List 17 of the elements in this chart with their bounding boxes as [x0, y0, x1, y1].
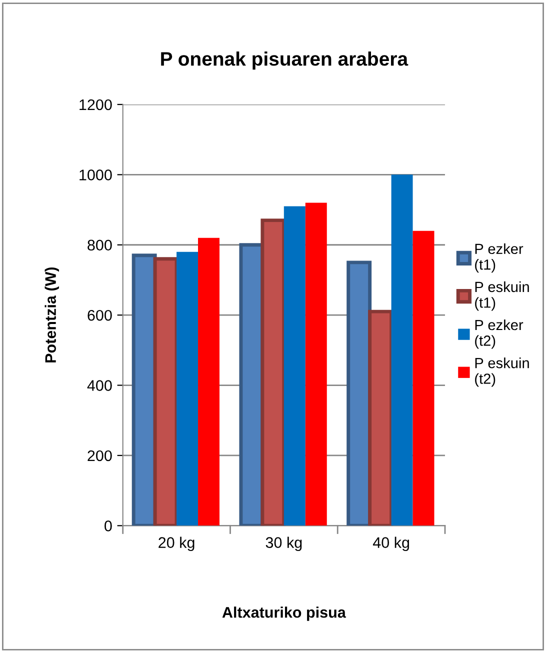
x-tick-label: 30 kg	[266, 536, 302, 552]
y-tick-label: 1200	[80, 99, 112, 110]
x-tick-label: 40 kg	[372, 536, 410, 552]
y-tick-label: 600	[88, 310, 112, 321]
chart-title: P onenak pisuaren arabera	[161, 52, 408, 70]
y-tick-label: 1000	[80, 170, 112, 180]
y-tick-label: 200	[88, 450, 112, 462]
legend-label: P eskuin (t2)	[475, 358, 529, 387]
y-axis-title: Potentzia (W)	[44, 267, 60, 362]
legend-label: P ezker (t2)	[475, 319, 524, 349]
x-tick-label: 20 kg	[158, 536, 194, 552]
y-tick-label: 800	[88, 240, 112, 251]
x-axis-title: Altxaturiko pisua	[222, 606, 346, 621]
y-tick-label: 400	[87, 380, 112, 391]
legend-label: P eskuin (t1)	[475, 281, 529, 311]
legend-label: P ezker (t1)	[475, 243, 524, 273]
y-tick-label: 0	[104, 520, 112, 532]
